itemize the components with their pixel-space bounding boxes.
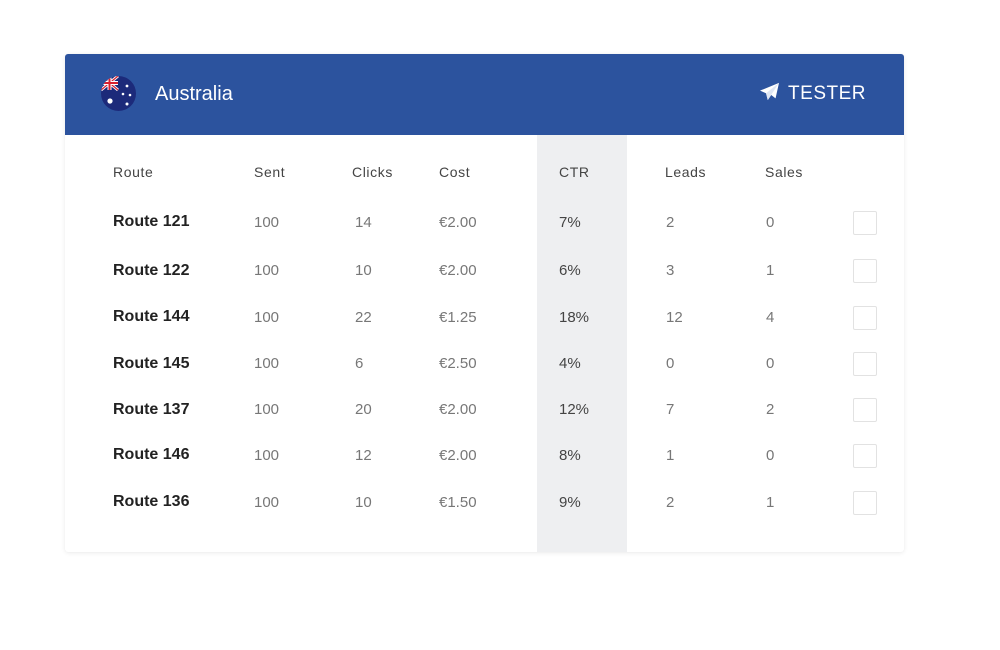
- ctr-value: 8%: [559, 447, 581, 464]
- leads-value: 12: [666, 309, 683, 326]
- clicks-value: 10: [355, 262, 372, 279]
- tester-label: TESTER: [788, 83, 866, 104]
- ctr-value: 6%: [559, 262, 581, 279]
- ctr-column-highlight: [537, 135, 627, 552]
- tester-button[interactable]: TESTER: [759, 82, 866, 106]
- col-header-route: Route: [113, 164, 154, 180]
- sent-value: 100: [254, 447, 280, 464]
- row-checkbox[interactable]: [853, 259, 877, 283]
- row-checkbox[interactable]: [853, 211, 877, 235]
- row-checkbox[interactable]: [853, 491, 877, 515]
- route-name: Route 121: [113, 213, 190, 230]
- ctr-value: 7%: [559, 214, 581, 231]
- row-checkbox[interactable]: [853, 306, 877, 330]
- ctr-value: 9%: [559, 494, 581, 511]
- country-name: Australia: [155, 83, 233, 105]
- route-name: Route 146: [113, 446, 190, 463]
- cost-value: €2.00: [439, 447, 477, 464]
- ctr-value: 18%: [559, 309, 590, 326]
- cost-value: €2.00: [439, 262, 477, 279]
- clicks-value: 22: [355, 309, 372, 326]
- route-stats-card: Australia TESTER Route Sent Clicks Cost …: [65, 54, 904, 552]
- route-name: Route 144: [113, 308, 190, 325]
- sent-value: 100: [254, 214, 280, 231]
- col-header-sales: Sales: [765, 164, 804, 180]
- leads-value: 2: [666, 494, 675, 511]
- cost-value: €1.25: [439, 309, 477, 326]
- ctr-value: 4%: [559, 355, 581, 372]
- sent-value: 100: [254, 494, 280, 511]
- route-name: Route 145: [113, 355, 190, 372]
- leads-value: 7: [666, 401, 675, 418]
- sales-value: 2: [766, 401, 775, 418]
- australia-flag-icon: [101, 76, 136, 111]
- row-checkbox[interactable]: [853, 398, 877, 422]
- route-name: Route 137: [113, 401, 190, 418]
- clicks-value: 12: [355, 447, 372, 464]
- col-header-cost: Cost: [439, 164, 471, 180]
- clicks-value: 10: [355, 494, 372, 511]
- route-name: Route 122: [113, 262, 190, 279]
- ctr-value: 12%: [559, 401, 590, 418]
- col-header-sent: Sent: [254, 164, 286, 180]
- route-name: Route 136: [113, 493, 190, 510]
- sent-value: 100: [254, 309, 280, 326]
- sales-value: 4: [766, 309, 775, 326]
- col-header-clicks: Clicks: [352, 164, 393, 180]
- paper-plane-icon: [759, 82, 788, 107]
- leads-value: 2: [666, 214, 675, 231]
- col-header-leads: Leads: [665, 164, 707, 180]
- clicks-value: 14: [355, 214, 372, 231]
- sent-value: 100: [254, 401, 280, 418]
- sales-value: 0: [766, 355, 775, 372]
- sales-value: 0: [766, 447, 775, 464]
- sales-value: 1: [766, 262, 775, 279]
- leads-value: 1: [666, 447, 675, 464]
- card-header: Australia TESTER: [65, 54, 904, 135]
- clicks-value: 6: [355, 355, 364, 372]
- sales-value: 0: [766, 214, 775, 231]
- sent-value: 100: [254, 355, 280, 372]
- col-header-ctr: CTR: [559, 164, 590, 180]
- sent-value: 100: [254, 262, 280, 279]
- leads-value: 0: [666, 355, 675, 372]
- cost-value: €2.00: [439, 214, 477, 231]
- cost-value: €2.00: [439, 401, 477, 418]
- cost-value: €2.50: [439, 355, 477, 372]
- row-checkbox[interactable]: [853, 444, 877, 468]
- sales-value: 1: [766, 494, 775, 511]
- row-checkbox[interactable]: [853, 352, 877, 376]
- cost-value: €1.50: [439, 494, 477, 511]
- clicks-value: 20: [355, 401, 372, 418]
- leads-value: 3: [666, 262, 675, 279]
